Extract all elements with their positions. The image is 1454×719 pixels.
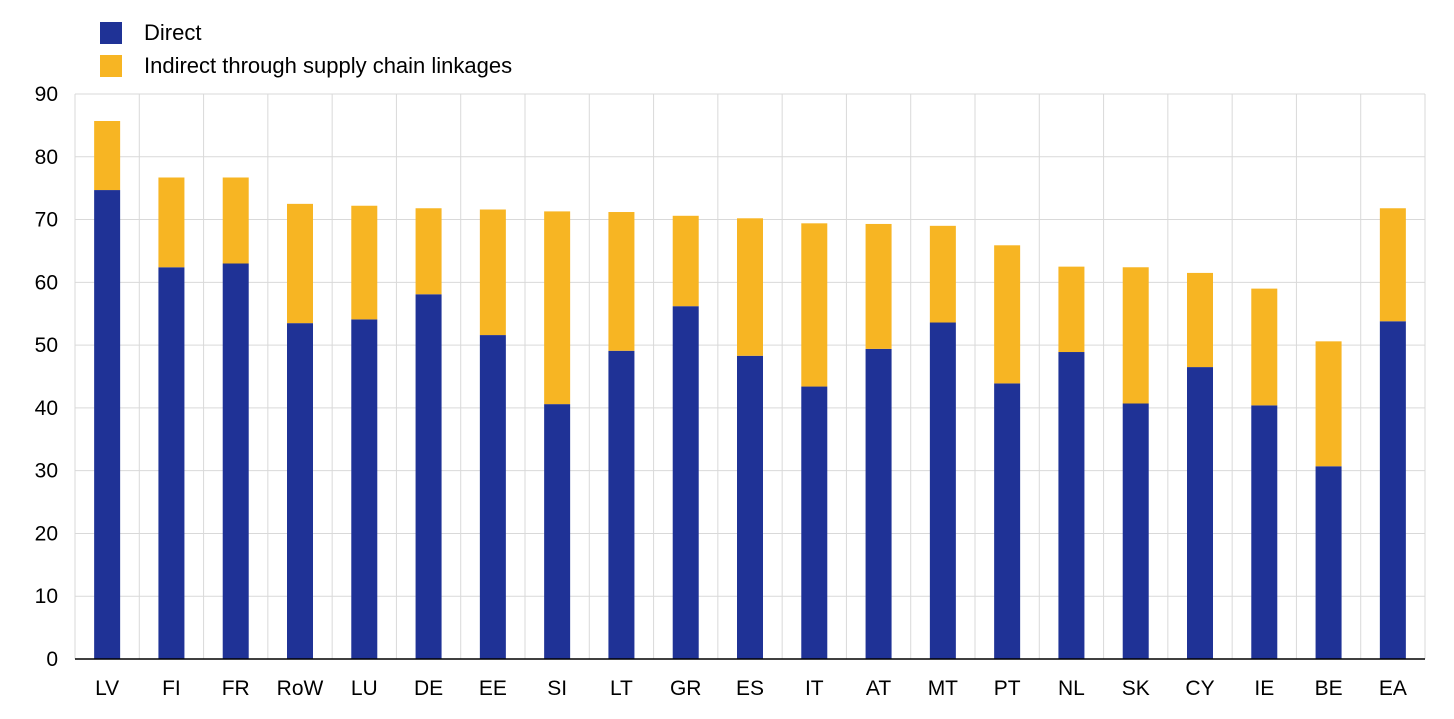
x-tick-label: ES xyxy=(736,677,764,700)
x-tick-label: LV xyxy=(95,677,119,700)
bar-direct xyxy=(865,348,892,659)
x-tick-label: DE xyxy=(414,677,443,700)
y-tick-label: 0 xyxy=(46,648,58,671)
bar-direct xyxy=(479,335,506,659)
bar-indirect xyxy=(801,223,828,387)
bar-direct xyxy=(608,350,635,659)
x-tick-label: BE xyxy=(1315,677,1343,700)
bar-indirect xyxy=(1251,288,1278,406)
bar-direct xyxy=(287,323,313,659)
legend-label-indirect: Indirect through supply chain linkages xyxy=(144,52,513,78)
x-tick-label: FR xyxy=(222,677,250,700)
bar-indirect xyxy=(222,177,249,264)
bar-indirect xyxy=(415,208,442,295)
y-tick-label: 10 xyxy=(35,585,58,608)
legend-item-direct: Direct xyxy=(100,16,512,49)
x-tick-label: GR xyxy=(670,677,702,700)
bar-direct xyxy=(672,306,699,659)
y-tick-label: 30 xyxy=(35,460,58,483)
bar-indirect xyxy=(994,245,1021,384)
x-tick-label: SK xyxy=(1122,677,1150,700)
bar-direct xyxy=(351,319,378,659)
bar-indirect xyxy=(929,225,956,323)
bar-indirect xyxy=(1379,208,1406,322)
x-tick-label: LT xyxy=(610,677,633,700)
bar-indirect xyxy=(1122,267,1149,404)
bar-indirect xyxy=(1315,341,1342,467)
y-tick-label: 50 xyxy=(35,334,58,357)
bar-direct xyxy=(1251,405,1278,659)
x-tick-label: EA xyxy=(1379,677,1407,700)
chart-legend: Direct Indirect through supply chain lin… xyxy=(100,16,512,82)
x-tick-label: EE xyxy=(479,677,507,700)
bar-direct xyxy=(801,386,828,659)
x-tick-label: AT xyxy=(866,677,891,700)
bar-direct xyxy=(1122,403,1149,659)
bar-direct xyxy=(94,190,121,660)
x-tick-label: IT xyxy=(805,677,824,700)
bar-indirect xyxy=(1058,266,1085,353)
legend-label-direct: Direct xyxy=(144,19,202,45)
x-tick-label: LU xyxy=(351,677,378,700)
bar-direct xyxy=(1315,466,1342,659)
x-tick-label: MT xyxy=(928,677,958,700)
bar-direct xyxy=(1058,352,1085,659)
x-tick-label: FI xyxy=(162,677,181,700)
x-tick-label: NL xyxy=(1058,677,1085,700)
y-tick-label: 90 xyxy=(35,83,58,106)
x-tick-label: PT xyxy=(994,677,1021,700)
bar-indirect xyxy=(479,209,506,336)
y-tick-label: 40 xyxy=(35,397,58,420)
legend-swatch-direct xyxy=(100,21,122,44)
bar-indirect xyxy=(94,120,121,191)
y-tick-label: 60 xyxy=(35,271,58,294)
y-tick-label: 80 xyxy=(35,146,58,169)
y-tick-label: 70 xyxy=(35,209,58,232)
y-tick-label: 20 xyxy=(35,522,58,545)
bar-direct xyxy=(415,294,442,659)
bar-indirect xyxy=(544,211,571,405)
bar-indirect xyxy=(158,177,185,268)
bar-indirect xyxy=(865,223,892,349)
x-tick-label: RoW xyxy=(277,677,324,700)
bar-indirect xyxy=(1187,272,1213,368)
x-tick-label: CY xyxy=(1185,677,1214,700)
x-tick-label: SI xyxy=(547,677,567,700)
bar-direct xyxy=(929,322,956,659)
bar-direct xyxy=(1187,367,1213,659)
x-tick-label: IE xyxy=(1254,677,1274,700)
bar-indirect xyxy=(737,218,763,356)
legend-item-indirect: Indirect through supply chain linkages xyxy=(100,49,512,82)
bar-direct xyxy=(222,263,249,659)
bar-indirect xyxy=(608,212,635,351)
bar-direct xyxy=(158,267,185,659)
bar-direct xyxy=(994,383,1021,659)
bar-direct xyxy=(544,404,571,659)
bar-indirect xyxy=(672,215,699,307)
bar-direct xyxy=(1379,321,1406,659)
bar-indirect xyxy=(351,205,378,320)
bar-direct xyxy=(737,355,763,659)
bar-indirect xyxy=(287,203,313,324)
legend-swatch-indirect xyxy=(100,54,122,77)
